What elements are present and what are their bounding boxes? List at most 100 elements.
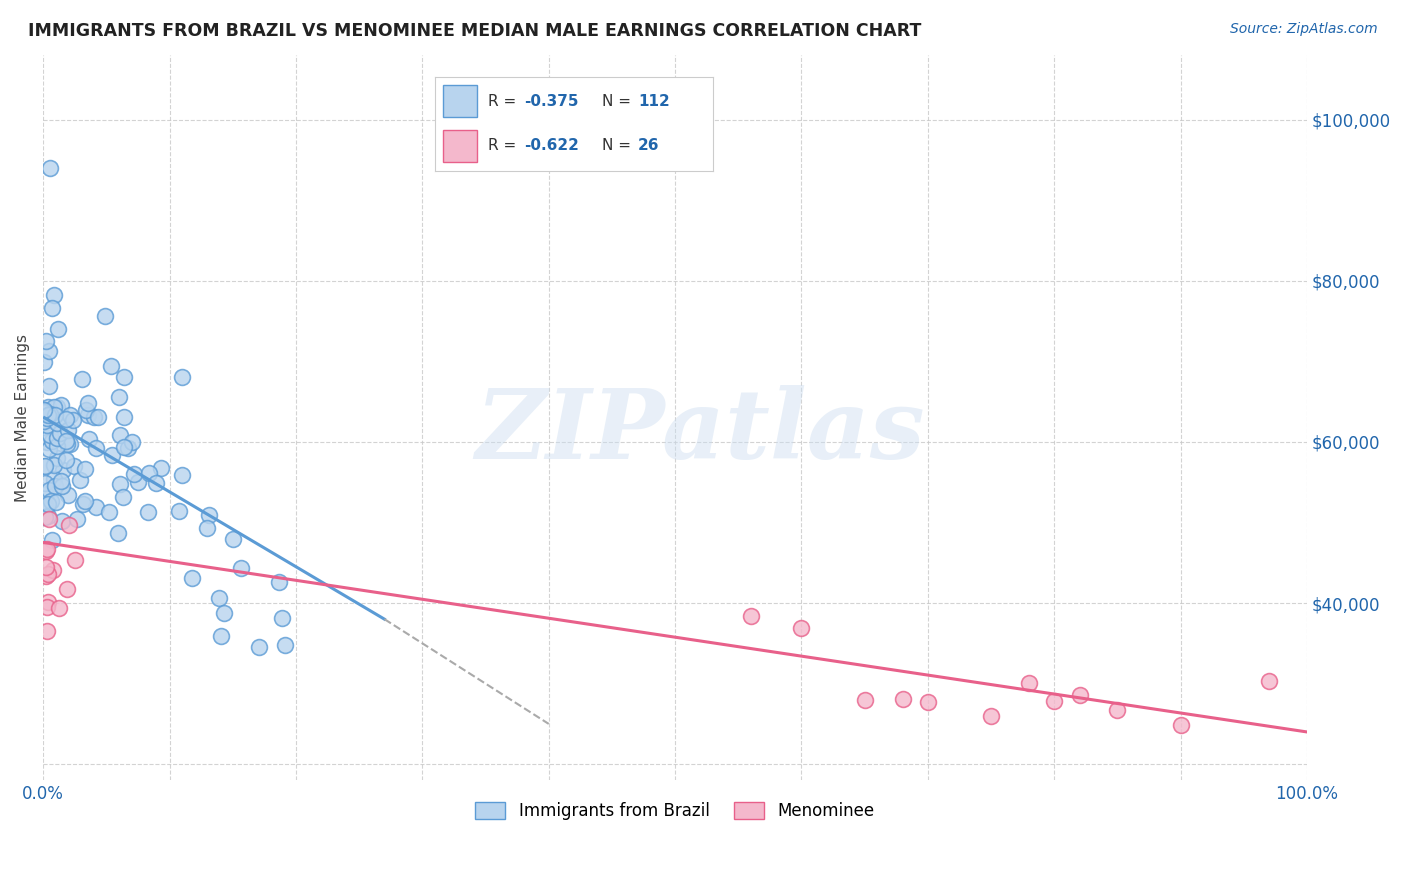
Point [274, 639, 297, 653]
Point [44, 472, 66, 486]
Point [37, 497, 59, 511]
Point [37, 509, 59, 524]
Point [97, 505, 120, 519]
Point [138, 467, 160, 481]
Point [58, 517, 80, 532]
Point [181, 571, 204, 585]
Point [208, 591, 231, 605]
Point [52, 463, 75, 477]
Point [44, 287, 66, 301]
Point [1018, 675, 1040, 690]
Point [149, 461, 172, 475]
Point [55, 452, 77, 467]
Point [34, 414, 56, 428]
Point [34, 510, 56, 524]
Point [34, 476, 56, 491]
Point [86, 410, 108, 425]
Point [49, 398, 72, 412]
Point [136, 505, 159, 519]
Point [51, 474, 73, 488]
Point [34, 459, 56, 474]
Point [101, 448, 124, 462]
Point [35, 417, 58, 432]
Point [110, 428, 132, 442]
Point [247, 640, 270, 655]
Point [229, 561, 252, 575]
Point [1107, 703, 1129, 717]
Point [127, 475, 149, 490]
Point [41, 434, 63, 448]
Point [38, 343, 60, 358]
Point [34, 458, 56, 473]
Point [66, 512, 89, 526]
Point [75, 462, 97, 476]
Point [35, 569, 58, 583]
Point [62, 458, 84, 473]
Point [112, 370, 135, 384]
Point [35, 334, 58, 348]
Point [59, 437, 82, 451]
Text: ZIPatlas: ZIPatlas [475, 385, 925, 479]
Point [75, 402, 97, 417]
Point [46, 400, 69, 414]
Point [37, 566, 59, 581]
Point [48, 426, 70, 441]
Point [108, 390, 131, 404]
Point [34, 402, 56, 417]
Point [34, 499, 56, 513]
Point [41, 533, 63, 548]
Point [38, 379, 60, 393]
Point [73, 493, 96, 508]
Point [35, 600, 58, 615]
Point [100, 359, 122, 374]
Point [45, 495, 67, 509]
Point [45, 439, 67, 453]
Point [124, 467, 146, 481]
Text: Source: ZipAtlas.com: Source: ZipAtlas.com [1230, 22, 1378, 37]
Point [77, 432, 100, 446]
Point [37, 408, 59, 422]
Point [63, 552, 86, 566]
Point [69, 473, 91, 487]
Point [35, 544, 58, 558]
Point [1043, 694, 1066, 708]
Point [1069, 688, 1091, 702]
Point [110, 477, 132, 491]
Point [222, 532, 245, 546]
Point [58, 488, 80, 502]
Point [46, 416, 69, 430]
Point [35, 415, 58, 429]
Point [38, 442, 60, 456]
Text: IMMIGRANTS FROM BRAZIL VS MENOMINEE MEDIAN MALE EARNINGS CORRELATION CHART: IMMIGRANTS FROM BRAZIL VS MENOMINEE MEDI… [28, 22, 921, 40]
Point [980, 708, 1002, 723]
Point [55, 434, 77, 449]
Point [35, 560, 58, 574]
Point [1170, 718, 1192, 732]
Point [94, 309, 117, 323]
Point [34, 355, 56, 369]
Point [62, 413, 84, 427]
Point [39, 493, 62, 508]
Point [86, 442, 108, 456]
Point [46, 431, 69, 445]
Y-axis label: Median Male Earnings: Median Male Earnings [15, 334, 30, 501]
Point [83, 410, 105, 425]
Point [167, 504, 190, 518]
Point [55, 411, 77, 425]
Point [37, 541, 59, 556]
Point [853, 692, 876, 706]
Point [56, 582, 79, 596]
Point [35, 410, 58, 425]
Point [38, 483, 60, 497]
Point [44, 400, 66, 414]
Point [267, 575, 290, 590]
Point [145, 476, 167, 491]
Point [917, 694, 939, 708]
Point [172, 467, 194, 482]
Point [790, 621, 813, 635]
Point [38, 407, 60, 421]
Point [46, 322, 69, 336]
Point [37, 408, 59, 422]
Point [70, 372, 93, 386]
Point [34, 410, 56, 425]
